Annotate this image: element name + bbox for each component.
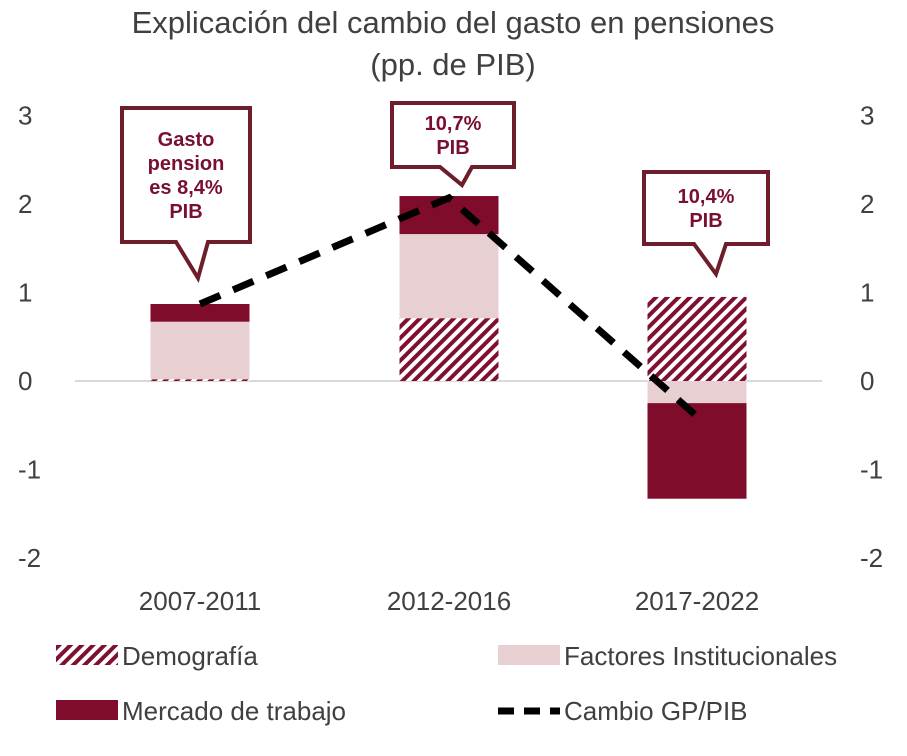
callout-text: PIB: [689, 210, 722, 232]
bar-mercado-de-trabajo: [150, 304, 250, 322]
y-tick-right: 1: [860, 278, 874, 308]
y-tick-right: -1: [860, 455, 883, 485]
legend-label: Cambio GP/PIB: [564, 696, 748, 726]
bar-demografía: [647, 296, 747, 381]
y-tick-left: -1: [18, 455, 41, 485]
line-cambio-gp-pib: [198, 193, 700, 420]
callout-box: [120, 106, 252, 283]
y-tick-left: 2: [18, 189, 32, 219]
y-tick-left: -2: [18, 543, 41, 573]
callout-text: 10,4%: [678, 186, 735, 208]
bar-demografía: [399, 318, 499, 381]
bar-mercado-de-trabajo: [647, 403, 747, 499]
chart-subtitle: (pp. de PIB): [370, 47, 535, 82]
bar-factores-institucionales: [150, 321, 250, 380]
legend-swatch: [56, 645, 118, 665]
y-tick-right: 3: [860, 101, 874, 131]
y-tick-left: 3: [18, 101, 32, 131]
callout-box: [390, 101, 516, 189]
legend-swatch: [56, 700, 118, 720]
bar-factores-institucionales: [399, 234, 499, 319]
x-tick-label: 2017-2022: [635, 586, 759, 616]
x-tick-label: 2012-2016: [387, 586, 511, 616]
bar-demografía: [150, 379, 250, 381]
x-tick-label: 2007-2011: [139, 586, 261, 616]
callout-text: PIB: [436, 137, 469, 159]
callout-text: pension: [148, 153, 225, 175]
callout-text: Gasto: [158, 129, 215, 151]
bar-factores-institucionales: [647, 381, 747, 404]
chart-title: Explicación del cambio del gasto en pens…: [132, 5, 775, 40]
y-tick-left: 0: [18, 366, 32, 396]
y-tick-right: -2: [860, 543, 883, 573]
y-tick-left: 1: [18, 278, 32, 308]
legend-label: Factores Institucionales: [564, 641, 837, 671]
legend-swatch: [498, 645, 560, 665]
callout-box: [642, 170, 770, 279]
callout-text: es 8,4%: [149, 177, 223, 199]
y-tick-right: 2: [860, 189, 874, 219]
legend-label: Demografía: [122, 641, 258, 671]
legend-label: Mercado de trabajo: [122, 696, 346, 726]
callout-text: 10,7%: [425, 113, 482, 135]
y-tick-right: 0: [860, 366, 874, 396]
callout-text: PIB: [169, 201, 202, 223]
